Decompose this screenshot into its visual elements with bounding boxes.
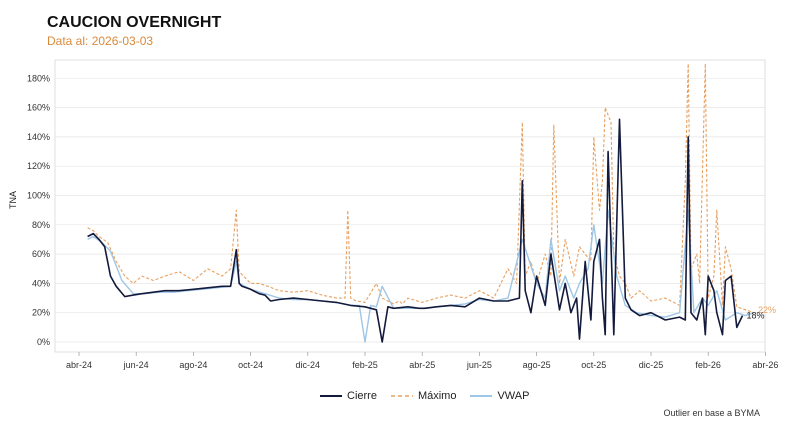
end-label-maximo: 22% [758,305,776,315]
x-tick-label: jun-25 [466,360,492,370]
x-tick-label: ago-24 [179,360,207,370]
series-line-cierre [87,118,744,343]
y-axis: 0% 20% 40% 60% 80% 100% 120% 140% 160% 180% [27,73,50,347]
series-lines [87,63,755,343]
y-tick-label: 100% [27,191,50,201]
legend-swatch-cierre [320,395,342,397]
legend-swatch-vwap [470,395,493,397]
source-note: Outlier en base a BYMA [663,408,760,418]
x-tick-label: dic-25 [639,360,664,370]
y-tick-label: 60% [32,249,50,259]
y-tick-label: 120% [27,161,50,171]
x-tick-label: feb-25 [352,360,378,370]
x-tick-label: dic-24 [296,360,321,370]
chart-subtitle: Data al: 2026-03-03 [47,34,154,48]
series-line-vwap [87,209,755,343]
x-tick-label: abr-25 [409,360,435,370]
x-tick-label: feb-26 [695,360,721,370]
y-tick-label: 180% [27,73,50,83]
x-axis: abr-24 jun-24 ago-24 oct-24 dic-24 feb-25 abr-… [66,352,778,370]
legend-swatch-maximo [390,395,413,397]
end-labels: 22%18% [747,305,776,321]
end-label-cierre: 18% [747,311,765,321]
legend-label-cierre: Cierre [347,390,377,402]
x-tick-label: oct-25 [581,360,606,370]
legend-label-vwap: VWAP [497,390,530,402]
legend-item-vwap: VWAP [470,390,529,402]
gridlines [54,59,766,353]
legend: Cierre Máximo VWAP [320,390,529,402]
x-tick-label: ago-25 [523,360,551,370]
y-tick-label: 20% [32,308,50,318]
chart-title: CAUCION OVERNIGHT [47,14,222,31]
legend-item-cierre: Cierre [320,390,377,402]
x-tick-label: abr-24 [66,360,92,370]
y-axis-title: TNA [8,191,18,209]
y-tick-label: 160% [27,103,50,113]
y-tick-label: 0% [37,337,50,347]
x-tick-label: oct-24 [238,360,263,370]
y-tick-label: 140% [27,132,50,142]
x-tick-label: jun-24 [123,360,149,370]
legend-item-maximo: Máximo [390,390,457,402]
legend-label-maximo: Máximo [417,390,457,402]
x-tick-label: abr-26 [752,360,778,370]
series-line-maximo [87,63,755,314]
y-tick-label: 80% [32,220,50,230]
plot-frame [54,59,766,353]
y-tick-label: 40% [32,278,50,288]
